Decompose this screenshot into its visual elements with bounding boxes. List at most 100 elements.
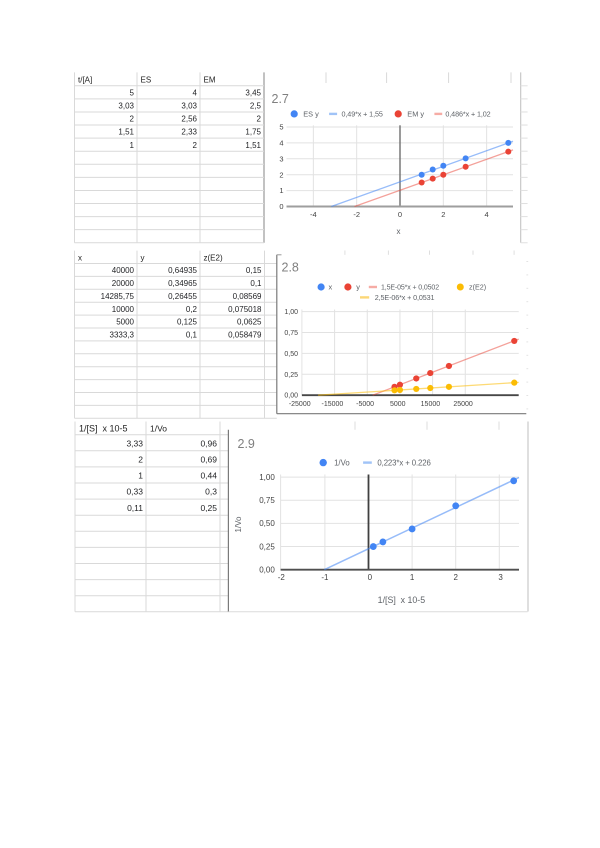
svg-text:4: 4	[279, 139, 283, 148]
svg-text:10000: 10000	[112, 305, 135, 314]
svg-text:1/[S] x 10-5: 1/[S] x 10-5	[378, 595, 426, 605]
svg-text:5: 5	[279, 123, 283, 132]
svg-text:2,33: 2,33	[181, 128, 197, 137]
svg-text:z(E2): z(E2)	[469, 283, 486, 292]
svg-text:-25000: -25000	[289, 401, 311, 408]
svg-text:2: 2	[279, 170, 283, 179]
svg-text:0,00: 0,00	[284, 393, 298, 400]
svg-text:0,0625: 0,0625	[237, 318, 262, 327]
svg-text:EM y: EM y	[407, 110, 424, 119]
svg-text:1: 1	[138, 471, 143, 481]
svg-text:0,1: 0,1	[186, 331, 198, 340]
svg-text:1,75: 1,75	[245, 128, 261, 137]
svg-text:EM: EM	[204, 76, 216, 85]
svg-text:-1: -1	[321, 573, 329, 582]
svg-text:0,44: 0,44	[200, 471, 217, 481]
svg-text:0,25: 0,25	[200, 503, 217, 513]
svg-text:-4: -4	[310, 210, 317, 219]
svg-text:5000: 5000	[390, 401, 406, 408]
svg-text:0,50: 0,50	[284, 351, 298, 358]
svg-text:0,11: 0,11	[127, 503, 143, 513]
svg-text:-15000: -15000	[321, 401, 343, 408]
svg-text:0: 0	[279, 202, 283, 211]
svg-text:2.9: 2.9	[238, 437, 255, 451]
svg-text:3,03: 3,03	[118, 102, 134, 111]
svg-text:0,50: 0,50	[259, 519, 275, 528]
svg-text:0,00: 0,00	[259, 566, 275, 575]
svg-text:2.7: 2.7	[272, 92, 289, 106]
svg-text:0,058479: 0,058479	[228, 331, 262, 340]
svg-text:0,64935: 0,64935	[168, 266, 197, 275]
svg-text:0,15: 0,15	[246, 266, 262, 275]
svg-text:0,33: 0,33	[126, 487, 143, 497]
svg-text:1: 1	[410, 573, 415, 582]
svg-text:0: 0	[398, 210, 402, 219]
svg-text:x: x	[329, 283, 333, 292]
svg-text:t/[A]: t/[A]	[78, 76, 92, 85]
svg-text:5: 5	[130, 88, 135, 97]
svg-text:3,03: 3,03	[181, 102, 197, 111]
svg-text:0,96: 0,96	[200, 438, 217, 448]
svg-text:1: 1	[279, 186, 283, 195]
svg-text:2: 2	[257, 115, 262, 124]
svg-text:15000: 15000	[421, 401, 441, 408]
svg-text:3: 3	[498, 573, 503, 582]
svg-text:x: x	[397, 227, 401, 236]
svg-text:1/Vo: 1/Vo	[150, 423, 167, 433]
svg-text:1: 1	[130, 141, 135, 150]
svg-text:20000: 20000	[112, 279, 135, 288]
svg-text:0,34965: 0,34965	[168, 279, 197, 288]
svg-text:0,26455: 0,26455	[168, 292, 197, 301]
svg-text:1,00: 1,00	[259, 473, 275, 482]
svg-text:14285,75: 14285,75	[101, 292, 135, 301]
svg-text:2: 2	[441, 210, 445, 219]
svg-text:0,25: 0,25	[284, 372, 298, 379]
svg-text:z(E2): z(E2)	[204, 253, 223, 262]
svg-text:0,08569: 0,08569	[233, 292, 262, 301]
svg-text:x: x	[78, 253, 82, 262]
svg-text:0,075018: 0,075018	[228, 305, 262, 314]
svg-text:ES y: ES y	[303, 110, 319, 119]
svg-text:3333,3: 3333,3	[110, 331, 135, 340]
svg-text:y: y	[356, 283, 360, 292]
svg-text:25000: 25000	[453, 401, 473, 408]
svg-text:2: 2	[193, 141, 198, 150]
svg-text:2,56: 2,56	[181, 115, 197, 124]
svg-text:1/[S] x 10-5: 1/[S] x 10-5	[79, 423, 128, 433]
svg-text:2: 2	[130, 115, 135, 124]
svg-text:-2: -2	[278, 573, 286, 582]
svg-text:-5000: -5000	[356, 401, 374, 408]
svg-text:2: 2	[138, 455, 143, 465]
svg-text:-2: -2	[353, 210, 360, 219]
svg-text:2,5: 2,5	[250, 102, 262, 111]
svg-text:0,69: 0,69	[200, 455, 217, 465]
svg-text:5000: 5000	[116, 318, 134, 327]
svg-text:y: y	[141, 253, 145, 262]
svg-text:0,486*x + 1,02: 0,486*x + 1,02	[445, 110, 490, 119]
svg-text:0: 0	[368, 573, 373, 582]
svg-text:1,51: 1,51	[245, 141, 261, 150]
svg-text:0,75: 0,75	[259, 496, 275, 505]
svg-text:40000: 40000	[112, 266, 135, 275]
svg-text:2: 2	[453, 573, 458, 582]
svg-text:3,33: 3,33	[126, 438, 143, 448]
svg-text:3,45: 3,45	[245, 88, 261, 97]
svg-text:0,49*x + 1,55: 0,49*x + 1,55	[342, 110, 383, 119]
svg-text:0,25: 0,25	[259, 542, 275, 551]
svg-text:1/Vo: 1/Vo	[234, 516, 243, 533]
svg-text:0,1: 0,1	[250, 279, 262, 288]
svg-text:4: 4	[485, 210, 489, 219]
svg-text:0,75: 0,75	[284, 330, 298, 337]
svg-text:1,00: 1,00	[284, 309, 298, 316]
svg-text:3: 3	[279, 154, 283, 163]
svg-text:0,223*x + 0.226: 0,223*x + 0.226	[377, 458, 430, 467]
svg-text:0,125: 0,125	[177, 318, 198, 327]
svg-text:ES: ES	[141, 76, 152, 85]
svg-text:0,3: 0,3	[205, 487, 217, 497]
svg-text:1,5E-05*x + 0,0502: 1,5E-05*x + 0,0502	[381, 285, 439, 292]
svg-text:2.8: 2.8	[282, 261, 299, 275]
svg-text:1/Vo: 1/Vo	[334, 458, 350, 467]
svg-text:0,2: 0,2	[186, 305, 198, 314]
svg-text:2,5E-06*x + 0,0531: 2,5E-06*x + 0,0531	[375, 293, 435, 302]
svg-text:4: 4	[193, 88, 198, 97]
